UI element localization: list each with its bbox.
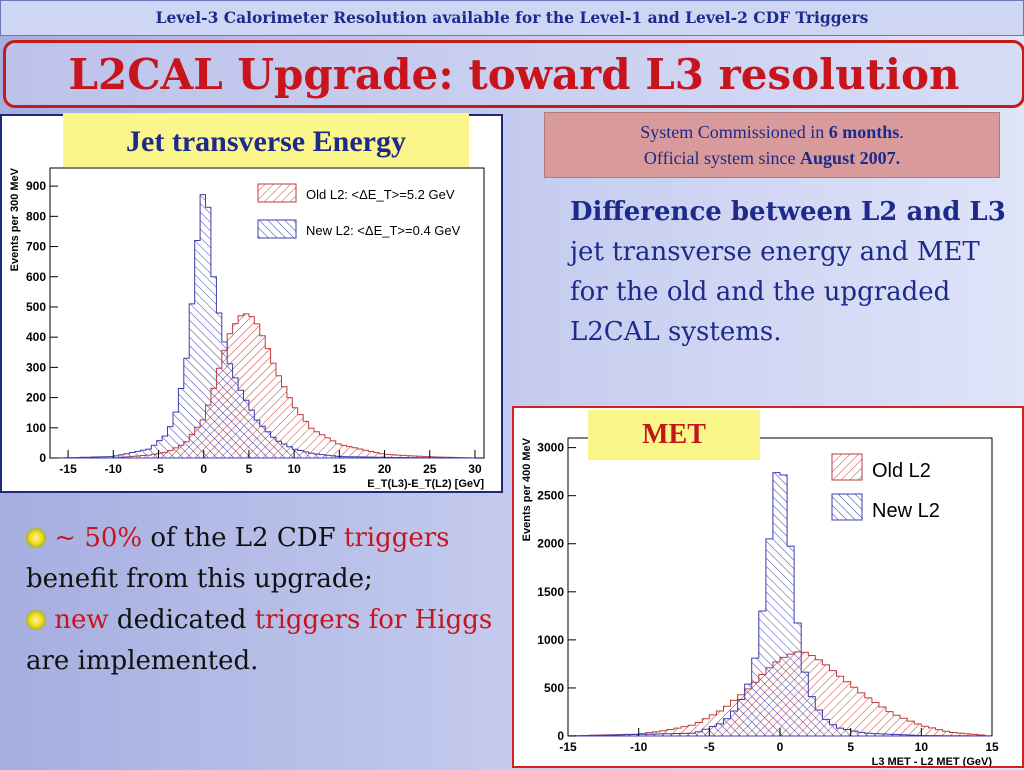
y-tick-label: 100 — [26, 421, 46, 435]
x-tick-label: 15 — [333, 462, 347, 476]
y-tick-label: 200 — [26, 391, 46, 405]
x-tick-label: 0 — [777, 740, 784, 754]
y-tick-label: 0 — [39, 451, 46, 465]
x-tick-label: 10 — [287, 462, 301, 476]
y-tick-label: 1500 — [537, 585, 564, 599]
bullet-item: ~ 50% of the L2 CDF triggers benefit fro… — [26, 518, 500, 600]
bullet-item: new dedicated triggers for Higgs are imp… — [26, 600, 500, 682]
y-tick-label: 500 — [26, 300, 46, 314]
y-tick-label: 3000 — [537, 441, 564, 455]
header-banner: Level-3 Calorimeter Resolution available… — [0, 0, 1024, 36]
jet-panel-label: Jet transverse Energy — [63, 113, 469, 167]
series-new-l2 — [567, 472, 992, 737]
commission-line-2: Official system since August 2007. — [545, 145, 999, 171]
x-tick-label: 0 — [200, 462, 207, 476]
met-panel-label: MET — [588, 410, 760, 460]
sun-bullet-icon — [26, 610, 46, 630]
met-chart-panel: 0 500 1000 1500 2000 2500 3000 -15 -10 -5 0 5 10 15 L3… — [512, 406, 1024, 768]
legend-label: New L2: <ΔE_T>=0.4 GeV — [306, 223, 461, 238]
description-rest-2: for the old and the upgraded L2CAL syste… — [570, 277, 951, 347]
legend-label: Old L2 — [872, 460, 931, 482]
y-tick-label: 600 — [26, 270, 46, 284]
y-tick-label: 900 — [26, 179, 46, 193]
legend-swatch-old — [831, 453, 863, 481]
x-tick-label: -5 — [704, 740, 715, 754]
y-tick-label: 300 — [26, 360, 46, 374]
bullet-text: dedicated — [108, 605, 255, 635]
jet-et-chart: 0 100 200 300 400 500 600 700 800 900 -15 -10 -5 0 5 10… — [9, 167, 485, 490]
sun-bullet-icon — [26, 528, 46, 548]
commission-date: August 2007. — [800, 148, 901, 168]
y-axis-label: Events per 300 MeV — [9, 167, 21, 271]
bullet-text: triggers for Higgs — [254, 605, 493, 635]
bullet-list: ~ 50% of the L2 CDF triggers benefit fro… — [26, 518, 500, 682]
bullet-text: ~ 50% — [46, 523, 143, 553]
jet-chart-panel: 0 100 200 300 400 500 600 700 800 900 -15 -10 -5 0 5 10… — [0, 114, 503, 493]
x-tick-label: 5 — [246, 462, 253, 476]
x-tick-label: 20 — [378, 462, 392, 476]
commission-period: . — [899, 122, 904, 142]
bullet-text: new — [46, 605, 109, 635]
x-axis-label: L3 MET - L2 MET (GeV) — [872, 756, 993, 766]
legend-swatch-new — [831, 493, 863, 521]
y-tick-label: 700 — [26, 240, 46, 254]
x-tick-label: -15 — [59, 462, 77, 476]
y-tick-label: 1000 — [537, 633, 564, 647]
y-tick-label: 800 — [26, 209, 46, 223]
y-axis-label: Events per 400 MeV — [521, 437, 533, 541]
description-text: Difference between L2 and L3 jet transve… — [570, 192, 1020, 352]
legend-swatch-new — [257, 219, 297, 239]
commission-text-1: System Commissioned in — [640, 122, 829, 142]
bullet-text: benefit from this upgrade; — [26, 564, 373, 594]
legend-swatch-old — [257, 183, 297, 203]
commission-text-2: Official system since — [643, 148, 801, 168]
x-tick-label: 10 — [915, 740, 929, 754]
bullet-text: of the L2 CDF — [142, 523, 344, 553]
description-bold: Difference between L2 and L3 — [570, 197, 1006, 227]
legend-label: Old L2: <ΔE_T>=5.2 GeV — [306, 187, 455, 202]
y-tick-label: 2500 — [537, 489, 564, 503]
bullet-text: triggers — [343, 523, 450, 553]
x-tick-label: -10 — [105, 462, 123, 476]
legend-label: New L2 — [872, 500, 940, 522]
bullet-text: are implemented. — [26, 646, 259, 676]
commission-box: System Commissioned in 6 months. Officia… — [544, 112, 1000, 178]
commission-duration: 6 months — [828, 122, 900, 142]
description-rest-1: jet transverse energy and MET — [570, 237, 980, 267]
x-tick-label: -5 — [153, 462, 164, 476]
commission-line-1: System Commissioned in 6 months. — [545, 119, 999, 145]
slide-title: L2CAL Upgrade: toward L3 resolution — [3, 40, 1024, 108]
x-tick-label: 15 — [985, 740, 999, 754]
y-tick-label: 0 — [557, 729, 564, 743]
x-tick-label: 25 — [423, 462, 437, 476]
x-axis-label: E_T(L3)-E_T(L2) [GeV] — [367, 478, 484, 490]
x-tick-label: -15 — [559, 740, 577, 754]
y-tick-label: 400 — [26, 330, 46, 344]
x-tick-label: 5 — [847, 740, 854, 754]
met-chart: 0 500 1000 1500 2000 2500 3000 -15 -10 -5 0 5 10 15 L3… — [521, 437, 999, 768]
y-tick-label: 500 — [544, 681, 564, 695]
x-tick-label: -10 — [630, 740, 648, 754]
x-tick-label: 30 — [468, 462, 482, 476]
y-tick-label: 2000 — [537, 537, 564, 551]
